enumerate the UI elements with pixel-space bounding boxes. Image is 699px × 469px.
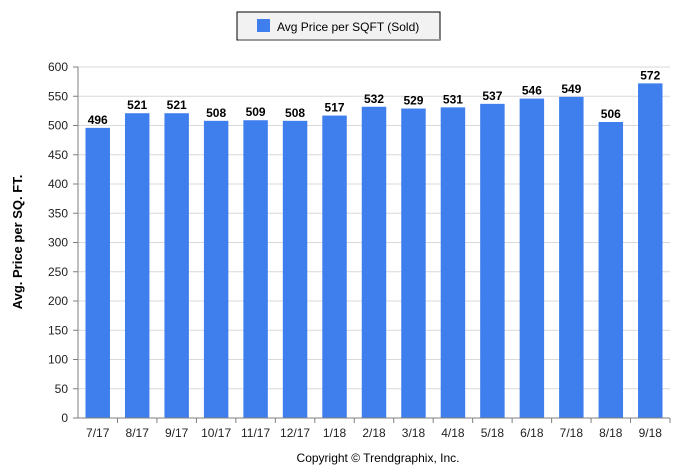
data-label: 508 <box>206 106 226 120</box>
x-tick-label: 6/18 <box>520 426 544 440</box>
bar <box>480 103 505 418</box>
x-tick-label: 4/18 <box>441 426 465 440</box>
data-label: 529 <box>403 94 423 108</box>
x-tick-label: 8/18 <box>599 426 623 440</box>
bar <box>519 98 545 418</box>
y-tick-label: 450 <box>48 148 68 162</box>
data-label: 572 <box>640 68 660 82</box>
y-axis-ticks: 0 50 100 150 200 250 300 350 400 450 500 550 600 <box>48 60 78 425</box>
x-tick-label: 9/18 <box>639 426 663 440</box>
data-label: 508 <box>285 106 305 120</box>
bar <box>322 115 347 419</box>
data-label: 537 <box>482 89 502 103</box>
x-tick-label: 5/18 <box>481 426 505 440</box>
x-tick-label: 9/17 <box>165 426 189 440</box>
data-label: 521 <box>167 98 187 112</box>
x-tick-label: 1/18 <box>323 426 347 440</box>
x-tick-label: 10/17 <box>201 426 231 440</box>
data-labels: 496 521 521 508 509 508 517 532 529 531 537 546 549 5… <box>88 68 661 126</box>
data-label: 496 <box>88 113 108 127</box>
y-tick-label: 350 <box>48 206 68 220</box>
bar <box>203 120 229 418</box>
bar <box>282 120 308 418</box>
legend-shadow <box>238 39 440 41</box>
x-tick-label: 7/18 <box>560 426 584 440</box>
x-tick-label: 7/17 <box>86 426 110 440</box>
bars <box>85 83 663 419</box>
legend: Avg Price per SQFT (Sold) <box>236 11 441 41</box>
data-label: 531 <box>443 92 463 106</box>
bar <box>85 127 110 418</box>
x-tick-label: 2/18 <box>362 426 386 440</box>
y-tick-label: 0 <box>61 411 68 425</box>
legend-swatch <box>257 19 270 32</box>
x-tick-label: 11/17 <box>241 426 270 440</box>
data-label: 546 <box>522 84 542 98</box>
y-tick-label: 50 <box>55 382 69 396</box>
bar <box>361 106 387 418</box>
y-tick-label: 600 <box>48 60 68 74</box>
y-tick-label: 300 <box>48 236 68 250</box>
data-label: 517 <box>325 101 345 115</box>
legend-box <box>236 11 441 41</box>
y-tick-label: 200 <box>48 294 68 308</box>
y-tick-label: 550 <box>48 89 68 103</box>
bar <box>559 96 584 419</box>
data-label: 509 <box>246 105 266 119</box>
bar <box>124 113 150 418</box>
bar <box>243 120 268 419</box>
legend-label: Avg Price per SQFT (Sold) <box>277 20 419 34</box>
x-tick-label: 12/17 <box>280 426 310 440</box>
y-tick-label: 150 <box>48 323 68 337</box>
copyright-text: Copyright © Trendgraphix, Inc. <box>297 451 460 465</box>
data-label: 521 <box>127 98 147 112</box>
data-label: 532 <box>364 92 384 106</box>
bar <box>401 108 426 418</box>
y-axis-title: Avg. Price per SQ. FT. <box>10 175 25 310</box>
x-axis-ticks: 7/17 8/17 9/17 10/17 11/17 12/17 1/18 2/18 3/18 4… <box>86 418 671 440</box>
y-tick-label: 250 <box>48 265 68 279</box>
data-label: 506 <box>601 107 621 121</box>
y-tick-label: 100 <box>48 353 68 367</box>
bar <box>440 107 466 419</box>
bar <box>164 113 189 418</box>
data-label: 549 <box>561 82 581 96</box>
x-tick-label: 8/17 <box>126 426 150 440</box>
y-tick-label: 500 <box>48 119 68 133</box>
bar <box>638 83 663 418</box>
bar <box>598 121 624 419</box>
y-tick-label: 400 <box>48 177 68 191</box>
x-tick-label: 3/18 <box>402 426 426 440</box>
